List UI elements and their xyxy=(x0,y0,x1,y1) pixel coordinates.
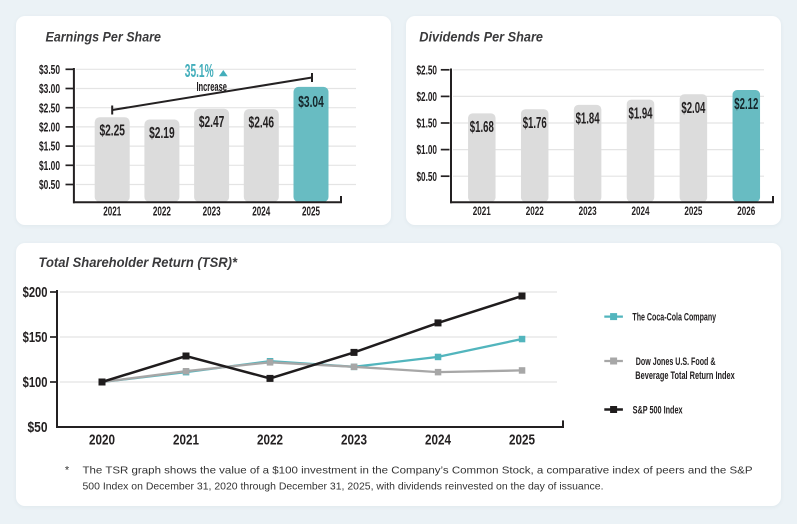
svg-text:2021: 2021 xyxy=(473,204,491,218)
svg-text:Dividends Per Share: Dividends Per Share xyxy=(419,29,543,45)
svg-text:2021: 2021 xyxy=(173,433,199,449)
svg-text:$1.00: $1.00 xyxy=(39,158,60,173)
svg-text:$1.68: $1.68 xyxy=(470,119,494,136)
svg-text:2023: 2023 xyxy=(341,433,367,449)
svg-text:$2.47: $2.47 xyxy=(199,114,225,131)
svg-text:$2.00: $2.00 xyxy=(417,89,438,104)
svg-text:2025: 2025 xyxy=(302,204,320,218)
svg-text:*: * xyxy=(65,464,70,476)
svg-text:2024: 2024 xyxy=(632,204,650,218)
svg-text:$2.00: $2.00 xyxy=(39,120,60,135)
svg-text:$1.50: $1.50 xyxy=(417,116,438,131)
svg-text:2024: 2024 xyxy=(425,433,451,449)
svg-text:$2.50: $2.50 xyxy=(417,62,438,77)
svg-text:$3.50: $3.50 xyxy=(39,62,60,77)
svg-text:$3.00: $3.00 xyxy=(39,81,60,96)
svg-text:2022: 2022 xyxy=(153,204,171,218)
svg-text:$2.25: $2.25 xyxy=(99,123,125,140)
svg-text:Total Shareholder Return (TSR): Total Shareholder Return (TSR)* xyxy=(39,254,238,270)
svg-text:$0.50: $0.50 xyxy=(417,169,438,184)
svg-text:$1.84: $1.84 xyxy=(576,111,600,128)
svg-text:$0.50: $0.50 xyxy=(39,177,60,192)
svg-text:2026: 2026 xyxy=(737,204,755,218)
svg-text:$50: $50 xyxy=(28,420,48,436)
svg-text:2020: 2020 xyxy=(89,433,115,449)
svg-text:$3.04: $3.04 xyxy=(298,94,324,111)
svg-text:$150: $150 xyxy=(23,330,48,346)
svg-text:$1.94: $1.94 xyxy=(629,105,653,122)
svg-text:35.1%: 35.1% xyxy=(185,61,214,81)
svg-text:$2.19: $2.19 xyxy=(149,125,175,142)
svg-text:$1.50: $1.50 xyxy=(39,139,60,154)
svg-text:2022: 2022 xyxy=(257,433,283,449)
svg-text:The Coca-Cola Company: The Coca-Cola Company xyxy=(632,312,716,324)
svg-text:$1.00: $1.00 xyxy=(417,142,438,157)
svg-text:2024: 2024 xyxy=(252,204,270,218)
svg-text:$100: $100 xyxy=(23,375,48,391)
svg-text:S&P 500 Index: S&P 500 Index xyxy=(633,405,684,417)
svg-text:Increase: Increase xyxy=(196,79,227,94)
svg-text:$2.46: $2.46 xyxy=(249,114,275,131)
svg-text:$200: $200 xyxy=(23,285,48,301)
svg-text:$2.04: $2.04 xyxy=(681,100,705,117)
svg-text:2023: 2023 xyxy=(203,204,221,218)
svg-text:$2.12: $2.12 xyxy=(734,96,758,113)
svg-text:2023: 2023 xyxy=(579,204,597,218)
svg-text:2025: 2025 xyxy=(509,433,535,449)
svg-text:$1.76: $1.76 xyxy=(523,115,547,132)
svg-text:Beverage Total Return Index: Beverage Total Return Index xyxy=(635,370,735,382)
svg-text:Earnings Per Share: Earnings Per Share xyxy=(46,29,162,45)
svg-text:$2.50: $2.50 xyxy=(39,100,60,115)
svg-text:The TSR graph shows the value: The TSR graph shows the value of a $100 … xyxy=(83,464,753,476)
svg-text:2025: 2025 xyxy=(684,204,702,218)
svg-text:2021: 2021 xyxy=(103,204,121,218)
svg-text:500 Index on December 31, 2020: 500 Index on December 31, 2020 through D… xyxy=(83,480,604,492)
svg-text:Dow Jones U.S. Food &: Dow Jones U.S. Food & xyxy=(636,356,716,368)
svg-text:2022: 2022 xyxy=(526,204,544,218)
